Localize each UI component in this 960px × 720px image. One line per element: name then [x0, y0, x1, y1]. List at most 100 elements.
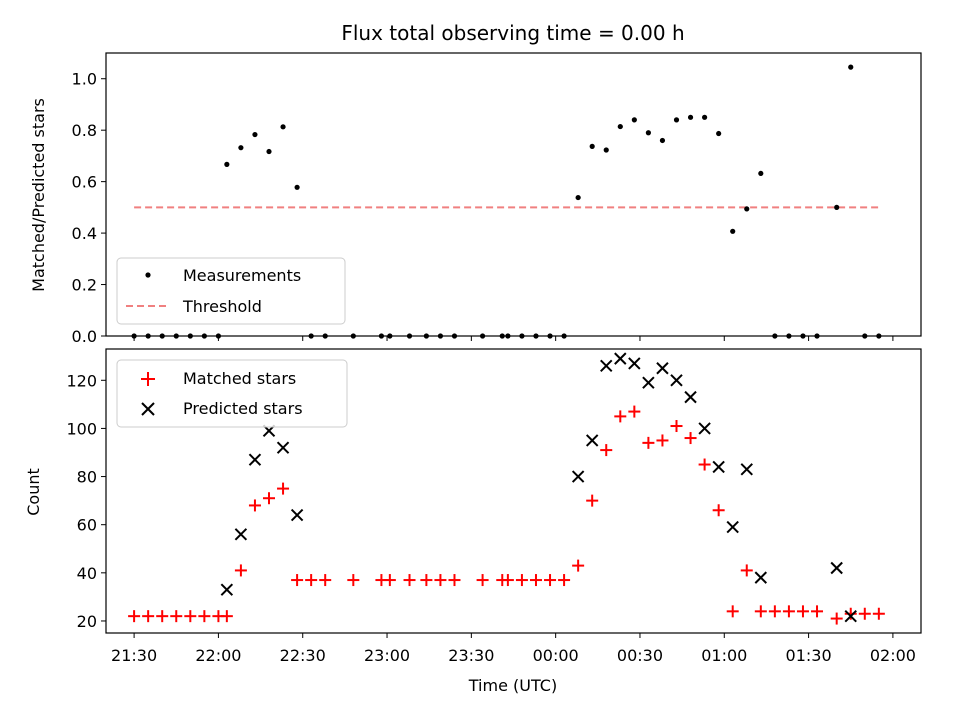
matched-stars-point — [830, 612, 843, 625]
matched-stars-point — [614, 410, 627, 423]
measurement-point — [631, 117, 637, 123]
predicted-stars-point — [585, 434, 599, 447]
top-y-tick-label: 0.0 — [72, 327, 97, 346]
top-panel: Flux total observing time = 0.00 h Match… — [29, 21, 922, 346]
matched-stars-point — [277, 482, 290, 495]
measurement-point — [238, 145, 244, 151]
bottom-legend: Matched stars Predicted stars — [116, 359, 348, 428]
top-y-tick-label: 0.8 — [72, 121, 97, 140]
matched-stars-point — [642, 436, 655, 449]
predicted-stars-point — [830, 561, 843, 575]
legend-matched-marker — [141, 372, 155, 386]
bottom-panel-xlabel: Time (UTC) — [468, 676, 557, 695]
matched-stars-point — [248, 499, 261, 512]
predicted-stars-point — [754, 571, 768, 584]
bottom-panel-x-axis: 21:30 22:00 22:30 23:00 23:30 00:00 00:30 01:00… — [111, 633, 916, 665]
matched-stars-point — [858, 607, 871, 620]
matched-stars-point — [420, 574, 433, 587]
legend-matched-label: Matched stars — [183, 369, 296, 388]
matched-stars-point — [234, 564, 247, 577]
predicted-stars-point — [600, 359, 613, 373]
x-tick-label: 22:00 — [195, 646, 241, 665]
predicted-stars-point — [628, 357, 641, 370]
top-legend-frame — [116, 257, 346, 325]
measurement-point — [730, 228, 736, 234]
matched-stars-point — [198, 610, 211, 623]
measurement-point — [716, 130, 722, 137]
measurement-point — [224, 161, 230, 167]
x-tick-label: 00:30 — [617, 646, 663, 665]
matched-stars-point — [501, 574, 514, 587]
predicted-stars-point — [642, 376, 655, 389]
matched-stars-point — [670, 420, 683, 433]
measurement-point — [834, 204, 840, 210]
matched-stars-point — [544, 574, 557, 587]
matched-stars-point — [170, 610, 183, 623]
measurement-point — [252, 131, 258, 138]
matched-stars-point — [698, 458, 711, 471]
matched-stars-point — [740, 564, 753, 577]
measurement-point — [280, 124, 286, 130]
measurement-point — [758, 170, 764, 177]
measurement-point — [617, 123, 623, 130]
matched-stars-point — [305, 574, 318, 587]
predicted-stars-point — [698, 422, 711, 435]
measurement-point — [266, 148, 272, 155]
measurement-point — [575, 194, 581, 201]
measurement-point — [702, 114, 708, 120]
top-panel-x-ticks — [133, 336, 894, 341]
predicted-stars-point — [740, 463, 753, 476]
bottom-y-tick-label: 80 — [77, 468, 97, 487]
measurement-point — [673, 117, 680, 123]
predicted-stars-point — [234, 528, 248, 541]
top-y-tick-label: 0.4 — [72, 224, 97, 243]
matched-stars-point — [448, 574, 461, 587]
matched-stars-point — [872, 607, 885, 620]
measurement-point — [603, 147, 609, 153]
matched-stars-point — [319, 574, 332, 587]
matched-stars-point — [476, 574, 489, 587]
legend-predicted-label: Predicted stars — [183, 399, 303, 418]
measurement-point — [589, 143, 595, 149]
bottom-y-tick-label: 20 — [77, 612, 97, 631]
bottom-panel: Count Time (UTC) 20 40 60 80 100 120 21:30 22:… — [24, 348, 922, 695]
bottom-y-tick-label: 40 — [77, 564, 97, 583]
matched-stars-point — [572, 559, 585, 572]
top-panel-title: Flux total observing time = 0.00 h — [341, 21, 684, 45]
matched-stars-point — [403, 574, 416, 587]
predicted-stars-point — [220, 583, 234, 596]
matched-stars-point — [142, 610, 155, 623]
matched-stars-point — [768, 605, 781, 618]
predicted-stars-point — [276, 441, 290, 454]
matched-stars-point — [600, 444, 613, 457]
matched-stars-point — [726, 605, 739, 618]
measurement-point — [294, 184, 300, 190]
bottom-y-tick-label: 60 — [77, 516, 97, 535]
top-y-tick-label: 0.6 — [72, 173, 97, 192]
matched-stars-point — [586, 494, 599, 507]
top-panel-y-axis: 0.0 0.2 0.4 0.6 0.8 1.0 — [72, 70, 106, 346]
x-tick-label: 02:00 — [870, 646, 916, 665]
matched-stars-point — [156, 610, 169, 623]
matched-stars-point — [515, 574, 528, 587]
x-tick-label: 01:00 — [701, 646, 747, 665]
bottom-panel-y-axis: 20 40 60 80 100 120 — [66, 371, 106, 631]
bottom-y-tick-label: 120 — [66, 371, 97, 390]
x-tick-label: 23:00 — [364, 646, 410, 665]
predicted-stars-point — [248, 453, 262, 466]
x-tick-label: 01:30 — [786, 646, 832, 665]
predicted-stars-point — [290, 508, 304, 522]
predicted-stars-point — [712, 460, 725, 474]
top-y-tick-label: 0.2 — [72, 276, 97, 295]
top-y-tick-label: 1.0 — [72, 70, 97, 89]
x-tick-label: 22:30 — [280, 646, 326, 665]
matched-stars-point — [782, 605, 795, 618]
predicted-stars-point — [684, 390, 697, 404]
legend-threshold-label: Threshold — [182, 297, 262, 316]
matched-stars-point — [844, 607, 857, 620]
bottom-legend-frame — [116, 359, 348, 428]
matched-stars-point — [656, 434, 669, 447]
predicted-stars-point — [656, 362, 669, 375]
matched-stars-point — [184, 610, 197, 623]
